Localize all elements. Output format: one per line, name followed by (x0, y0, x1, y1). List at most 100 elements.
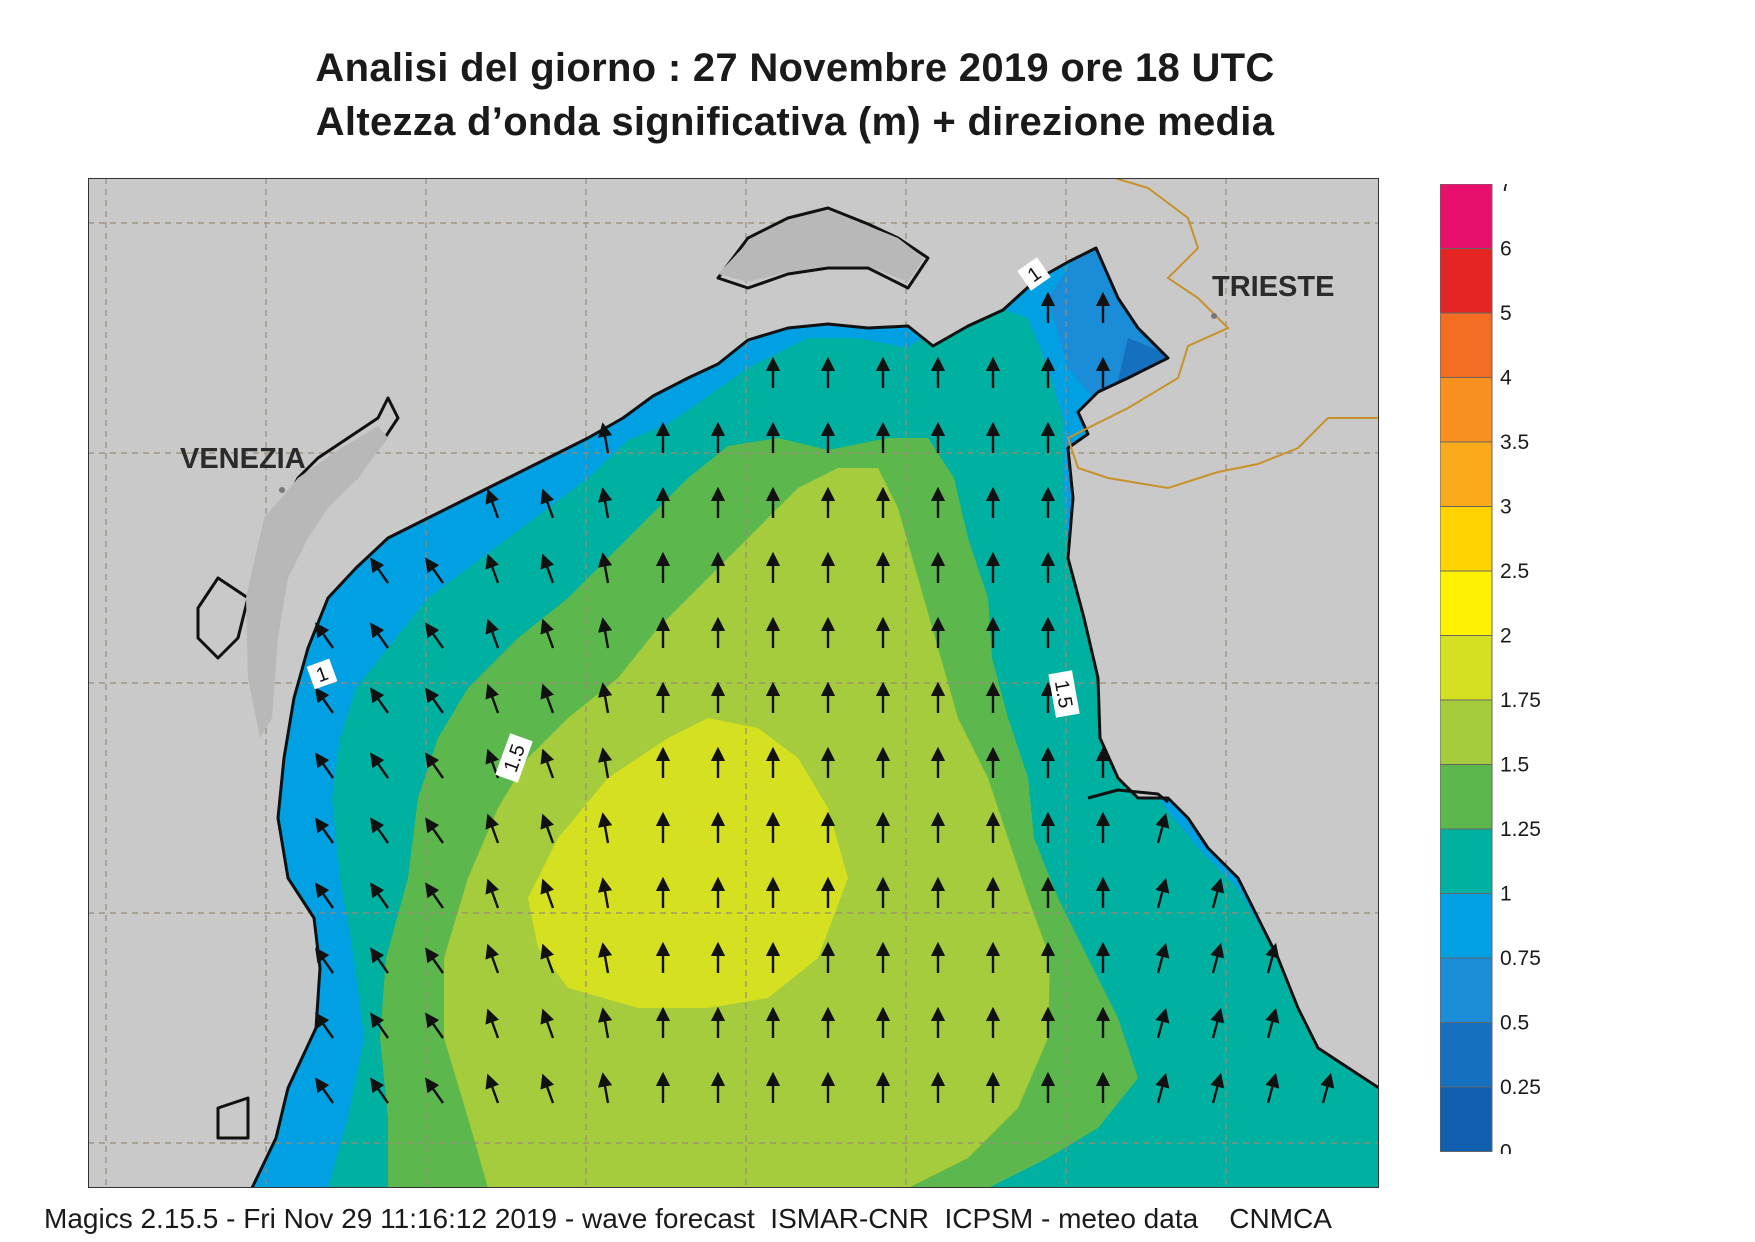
wave-direction-arrow (597, 747, 613, 779)
legend-swatch (1440, 248, 1493, 314)
wave-direction-arrow (485, 1008, 500, 1039)
legend-swatch (1440, 184, 1493, 249)
footer-credits: Magics 2.15.5 - Fri Nov 29 11:16:12 2019… (44, 1203, 1332, 1234)
legend-tick-label: 1.75 (1500, 689, 1541, 712)
wave-direction-arrow (1265, 942, 1280, 974)
legend-swatch (1440, 893, 1493, 959)
wave-direction-arrow (315, 882, 334, 909)
legend-tick-label: 1.25 (1500, 818, 1541, 841)
wave-direction-arrow (425, 1077, 444, 1104)
map-title: Analisi del giorno : 27 Novembre 2019 or… (315, 46, 1275, 90)
wave-direction-arrow (1265, 1007, 1280, 1039)
wave-direction-arrow (1210, 942, 1225, 974)
wave-direction-arrow (597, 682, 613, 714)
wave-direction-arrow (485, 488, 500, 519)
coastline (196, 206, 1379, 1188)
wave-direction-arrow (315, 1012, 334, 1039)
wave-direction-arrow (1210, 1072, 1225, 1104)
legend-tick-label: 7 (1500, 184, 1512, 196)
contour-label-1a: 1 (1017, 257, 1051, 291)
wave-direction-arrow (1210, 1007, 1225, 1039)
wave-direction-arrow (485, 943, 500, 974)
border-line (1066, 178, 1379, 490)
legend-swatch (1440, 312, 1493, 378)
wave-direction-arrow (315, 1077, 334, 1104)
wave-direction-arrow (315, 622, 334, 649)
wave-direction-arrow (1155, 942, 1170, 974)
legend-swatch (1440, 635, 1493, 701)
wave-direction-arrow (425, 557, 444, 584)
wave-direction-arrow (485, 683, 500, 714)
wave-direction-arrow (370, 557, 389, 584)
wave-direction-arrow (1320, 1072, 1335, 1104)
wave-direction-arrow (597, 1072, 613, 1104)
wave-direction-arrow (370, 622, 389, 649)
wave-direction-arrow (370, 1012, 389, 1039)
legend-tick-labels: 7 6 5 4 3.5 3 2.5 2 1.75 1.5 1.25 1 0.75 0.5 0.25 0 (1500, 184, 1541, 1154)
wave-direction-arrow (370, 752, 389, 779)
trieste-marker (1211, 313, 1217, 319)
wave-direction-arrow (315, 817, 334, 844)
wave-direction-arrow (315, 947, 334, 974)
wave-direction-arrow (485, 878, 500, 909)
legend-swatch (1440, 828, 1493, 894)
wave-direction-arrow (370, 817, 389, 844)
map-subtitle: Altezza d’onda significativa (m) + direz… (315, 100, 1275, 144)
svg-text:1.5: 1.5 (1050, 679, 1076, 710)
contour-label-1b: 1 (306, 658, 338, 690)
band-1-75-2 (528, 718, 848, 1008)
wave-direction-arrow (485, 618, 500, 649)
wave-direction-arrow (370, 1077, 389, 1104)
legend-swatch (1440, 764, 1493, 830)
legend-tick-label: 0 (1500, 1141, 1512, 1155)
wave-direction-arrow (1265, 1072, 1280, 1104)
wave-direction-arrow (485, 553, 500, 584)
wave-direction-arrow (425, 752, 444, 779)
wave-direction-arrow (597, 552, 613, 584)
wave-direction-arrow (540, 1073, 555, 1104)
wave-direction-arrow (370, 687, 389, 714)
color-scale-legend: 7 6 5 4 3.5 3 2.5 2 1.75 1.5 1.25 1 0.75 0.5 0.25 0 (1440, 184, 1541, 1154)
lagoon-grado (718, 210, 924, 282)
wave-direction-arrow (425, 622, 444, 649)
legend-tick-label: 3 (1500, 496, 1512, 519)
wave-direction-arrow (540, 943, 555, 974)
wave-direction-arrow (540, 748, 555, 779)
wave-direction-arrow (425, 1012, 444, 1039)
legend-tick-label: 1.5 (1500, 754, 1529, 777)
contour-label-1-5b: 1.5 (1048, 670, 1080, 718)
wave-direction-arrow (1155, 877, 1170, 909)
legend-tick-label: 2 (1500, 625, 1512, 648)
lagoon-venice (246, 426, 388, 738)
wave-direction-arrow (485, 813, 500, 844)
legend-tick-label: 1 (1500, 883, 1512, 906)
legend-tick-label: 4 (1500, 367, 1512, 390)
city-label-venezia: VENEZIA (180, 443, 306, 475)
legend-tick-label: 0.75 (1500, 947, 1541, 970)
wave-direction-arrow (1155, 812, 1170, 844)
legend-swatch (1440, 1022, 1493, 1088)
wave-direction-arrow (540, 618, 555, 649)
wave-direction-arrows (315, 291, 1335, 1104)
wave-direction-arrow (370, 882, 389, 909)
wave-direction-arrow (540, 878, 555, 909)
legend-tick-label: 0.25 (1500, 1076, 1541, 1099)
venezia-marker (279, 487, 285, 493)
legend-tick-label: 5 (1500, 302, 1512, 325)
legend-swatch (1440, 377, 1493, 443)
wave-direction-arrow (597, 617, 613, 649)
wave-direction-arrow (370, 947, 389, 974)
wave-direction-arrow (425, 817, 444, 844)
wave-direction-arrow (315, 752, 334, 779)
legend-tick-label: 3.5 (1500, 431, 1529, 454)
wave-direction-arrow (540, 1008, 555, 1039)
wave-direction-arrow (425, 947, 444, 974)
wave-direction-arrow (1155, 1007, 1170, 1039)
legend-tick-label: 0.5 (1500, 1012, 1529, 1035)
wave-direction-arrow (540, 813, 555, 844)
wave-height-map: 1 1 1.5 1.5 VENEZIA TRIESTE (88, 178, 1379, 1188)
wave-direction-arrow (315, 687, 334, 714)
wave-direction-arrow (540, 488, 555, 519)
wave-direction-arrow (597, 422, 613, 454)
wave-direction-arrow (425, 687, 444, 714)
